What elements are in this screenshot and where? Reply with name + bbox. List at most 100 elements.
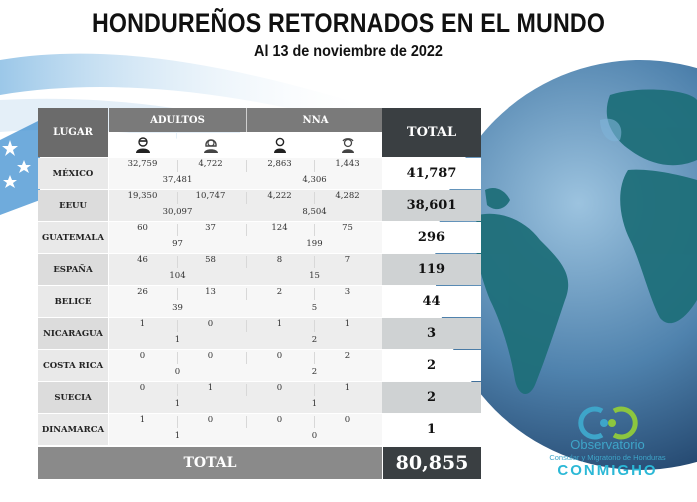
nna-female-value: 1 xyxy=(344,319,351,329)
table-row: DINAMARCA 1 0 0 0 1 0 1 xyxy=(38,414,481,445)
adult-female-value: 1 xyxy=(207,383,214,393)
nna-subtotal: 1 xyxy=(311,399,318,409)
observatorio-logo xyxy=(578,406,638,440)
row-place: GUATEMALA xyxy=(38,222,108,253)
table-row: SUECIA 0 1 0 1 1 1 2 xyxy=(38,382,481,413)
nna-subtotal: 2 xyxy=(311,367,318,377)
row-place: EEUU xyxy=(38,190,108,221)
row-values: 1 0 1 1 1 2 xyxy=(109,318,382,349)
cell-divider xyxy=(177,160,178,172)
nna-subtotal: 15 xyxy=(309,271,320,281)
row-place: BELICE xyxy=(38,286,108,317)
adult-female-value: 10,747 xyxy=(195,191,226,201)
cell-divider xyxy=(177,224,178,236)
logo-mark-icon xyxy=(578,406,638,440)
flag-star-icon xyxy=(2,140,31,188)
man-icon xyxy=(109,133,176,157)
nna-male-value: 2,863 xyxy=(267,159,292,169)
boy-icon xyxy=(246,133,313,157)
cell-divider xyxy=(314,416,315,428)
adults-subtotal: 30,097 xyxy=(162,207,193,217)
row-total: 296 xyxy=(382,222,481,253)
nna-subtotal: 8,504 xyxy=(302,207,327,217)
row-total: 38,601 xyxy=(382,190,481,221)
table-row: BELICE 26 13 2 3 39 5 44 xyxy=(38,286,481,317)
logo-wordmark: CONMIGHO xyxy=(557,462,658,479)
nna-subtotal: 5 xyxy=(311,303,318,313)
cell-divider xyxy=(177,352,178,364)
cell-divider xyxy=(314,256,315,268)
page-title: HONDUREÑOS RETORNADOS EN EL MUNDO xyxy=(91,8,606,38)
row-values: 46 58 8 7 104 15 xyxy=(109,254,382,285)
nna-male-value: 0 xyxy=(276,383,283,393)
nna-female-value: 2 xyxy=(344,351,351,361)
row-values: 60 37 124 75 97 199 xyxy=(109,222,382,253)
table-row: EEUU 19,350 10,747 4,222 4,282 30,097 8,504 38,… xyxy=(38,190,481,221)
table-row: COSTA RICA 0 0 0 2 0 2 2 xyxy=(38,350,481,381)
girl-icon xyxy=(314,133,381,157)
adult-female-value: 13 xyxy=(205,287,216,297)
cell-divider xyxy=(314,224,315,236)
row-total: 1 xyxy=(382,414,481,445)
table-row: NICARAGUA 1 0 1 1 1 2 3 xyxy=(38,318,481,349)
row-values: 19,350 10,747 4,222 4,282 30,097 8,504 xyxy=(109,190,382,221)
adult-female-value: 0 xyxy=(207,319,214,329)
adult-female-value: 0 xyxy=(207,415,214,425)
footer-total-label: TOTAL xyxy=(38,447,382,479)
table-row: ESPAÑA 46 58 8 7 104 15 119 xyxy=(38,254,481,285)
cell-divider xyxy=(177,384,178,396)
adult-male-value: 0 xyxy=(139,351,146,361)
table-row: GUATEMALA 60 37 124 75 97 199 296 xyxy=(38,222,481,253)
logo-subtitle: Consular y Migratorio de Honduras xyxy=(549,453,666,462)
adults-subtotal: 104 xyxy=(169,271,186,281)
adult-male-value: 1 xyxy=(139,415,146,425)
cell-divider xyxy=(246,384,247,396)
row-total: 41,787 xyxy=(382,158,481,189)
footer-total-value: 80,855 xyxy=(383,447,481,479)
row-place: DINAMARCA xyxy=(38,414,108,445)
nna-subtotal: 4,306 xyxy=(302,175,327,185)
row-place: COSTA RICA xyxy=(38,350,108,381)
cell-divider xyxy=(246,416,247,428)
nna-male-value: 4,222 xyxy=(267,191,292,201)
adult-male-value: 60 xyxy=(137,223,148,233)
adult-female-value: 58 xyxy=(205,255,216,265)
row-total: 2 xyxy=(382,350,481,381)
page-subtitle: Al 13 de noviembre de 2022 xyxy=(254,43,443,60)
adults-subtotal: 39 xyxy=(172,303,183,313)
adults-subtotal: 1 xyxy=(174,431,181,441)
cell-divider xyxy=(314,288,315,300)
row-values: 26 13 2 3 39 5 xyxy=(109,286,382,317)
table-row: MÉXICO 32,759 4,722 2,863 1,443 37,481 4,306 41… xyxy=(38,158,481,189)
cell-divider xyxy=(314,192,315,204)
adult-male-value: 32,759 xyxy=(127,159,158,169)
cell-divider xyxy=(246,320,247,332)
adult-male-value: 19,350 xyxy=(127,191,158,201)
nna-female-value: 4,282 xyxy=(335,191,360,201)
nna-male-value: 2 xyxy=(276,287,283,297)
cell-divider xyxy=(246,224,247,236)
adult-male-value: 46 xyxy=(137,255,148,265)
cell-divider xyxy=(246,352,247,364)
cell-divider xyxy=(314,384,315,396)
cell-divider xyxy=(177,288,178,300)
column-header-total: TOTAL xyxy=(382,108,481,157)
nna-female-value: 1,443 xyxy=(335,159,360,169)
column-header-place: LUGAR xyxy=(38,108,108,157)
logo-name: Observatorio xyxy=(570,437,645,452)
cell-divider xyxy=(177,320,178,332)
row-total: 44 xyxy=(382,286,481,317)
adults-subtotal: 1 xyxy=(174,399,181,409)
nna-subtotal: 2 xyxy=(311,335,318,345)
nna-male-value: 8 xyxy=(276,255,283,265)
adult-female-value: 0 xyxy=(207,351,214,361)
woman-icon xyxy=(177,133,244,157)
adult-female-value: 37 xyxy=(205,223,216,233)
cell-divider xyxy=(177,256,178,268)
nna-subtotal: 199 xyxy=(306,239,323,249)
row-total: 3 xyxy=(382,318,481,349)
nna-female-value: 1 xyxy=(344,383,351,393)
globe-icon xyxy=(435,60,697,470)
row-total: 2 xyxy=(382,382,481,413)
row-total: 119 xyxy=(382,254,481,285)
